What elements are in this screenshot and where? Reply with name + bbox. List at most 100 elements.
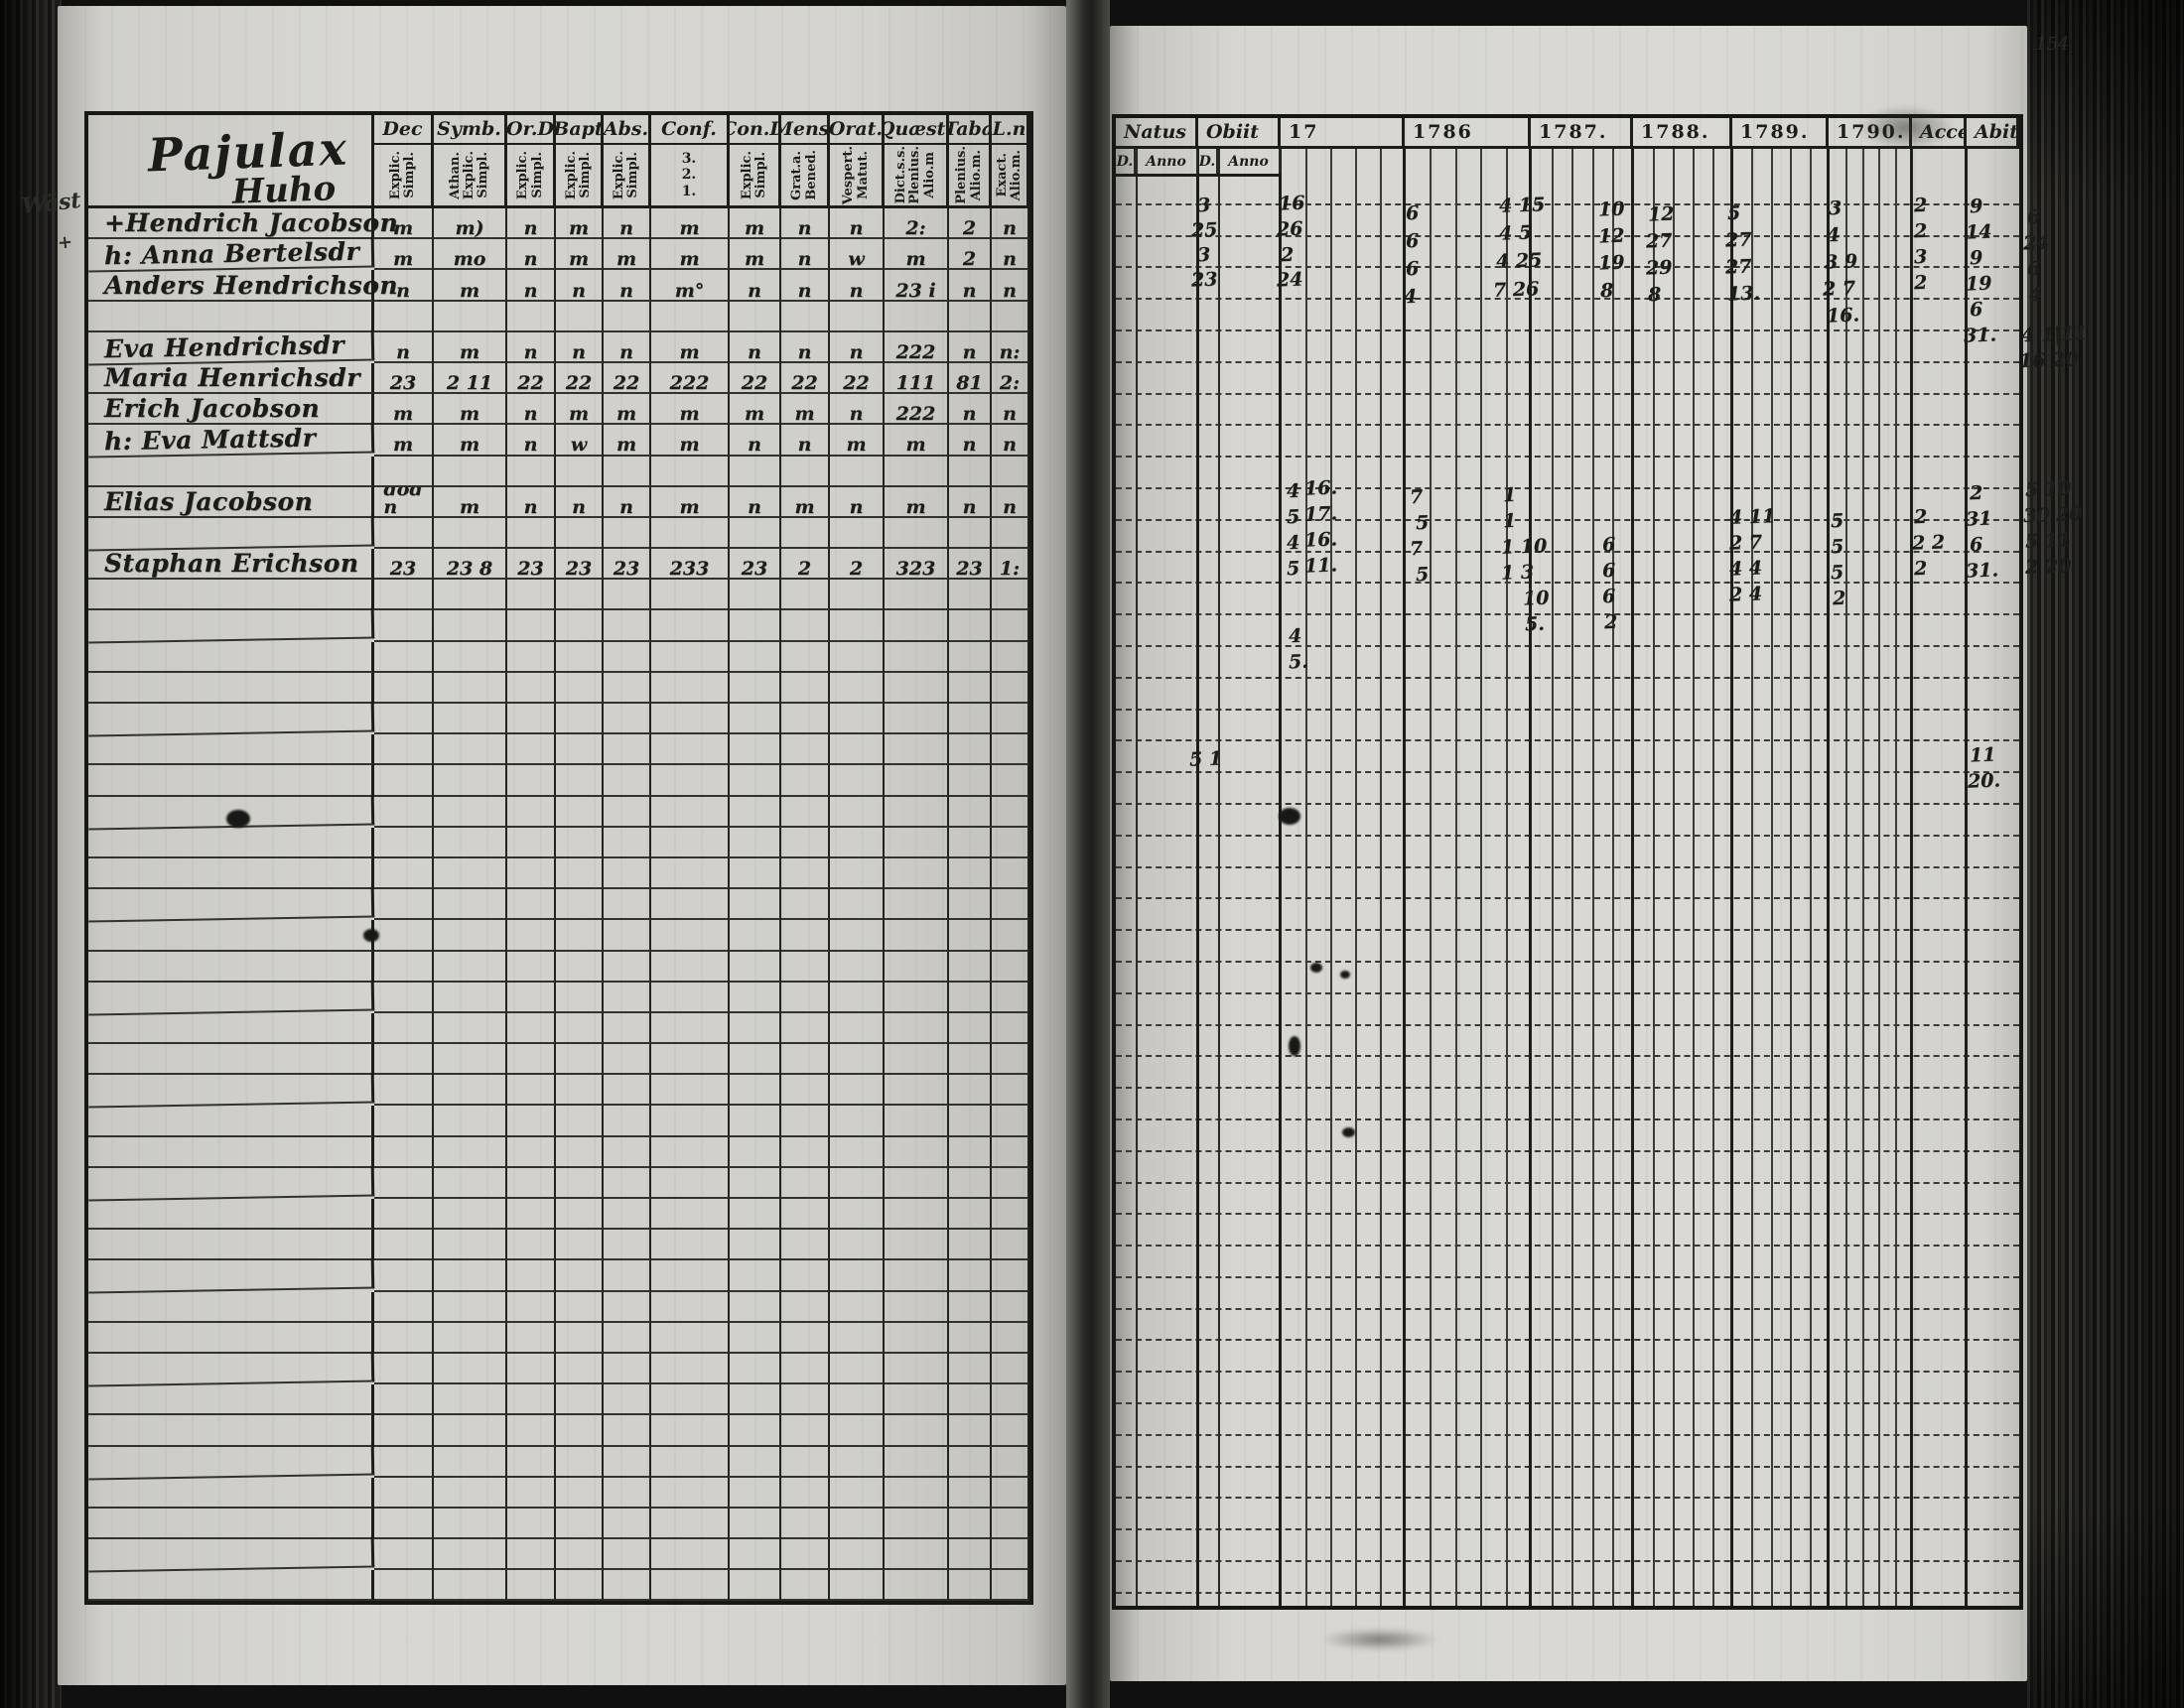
mark-cell xyxy=(992,982,1029,1013)
mark-cell: död n xyxy=(374,486,434,518)
mark-cell: m xyxy=(781,486,830,518)
mark-cell: m xyxy=(434,394,507,426)
mark-cell: 22 xyxy=(830,362,885,395)
mark-cell xyxy=(651,1353,730,1385)
name-cell: Maria Henrichsdr xyxy=(88,362,374,395)
column-header-ord: Or.D xyxy=(507,115,556,145)
mark-cell xyxy=(374,796,434,828)
mark-cell xyxy=(949,982,992,1013)
mark-cell: n xyxy=(992,208,1029,240)
mark-cell xyxy=(730,889,781,921)
mark-cell: n xyxy=(556,270,604,302)
mark-cell: 2 xyxy=(949,208,992,240)
year-column-header-obiit: Obiit xyxy=(1198,118,1281,146)
name-cell: +Hendrich Jacobson xyxy=(88,208,398,240)
mark-cell xyxy=(651,641,730,673)
mark-cell xyxy=(992,889,1029,921)
ink-blob xyxy=(1289,1036,1300,1056)
mark-cell xyxy=(374,889,434,921)
mark-cell xyxy=(434,1539,507,1571)
mark-cell xyxy=(885,1199,949,1231)
mark-cell xyxy=(830,734,885,766)
mark-cell xyxy=(992,1075,1029,1107)
mark-cell: 23 i xyxy=(885,270,949,302)
name-cell xyxy=(88,1508,374,1540)
mark-cell xyxy=(730,301,781,332)
subcolumn-line xyxy=(1355,149,1357,1606)
mark-cell xyxy=(781,1477,830,1509)
mark-cell xyxy=(949,580,992,611)
grid-row xyxy=(1116,363,2019,395)
mark-cell xyxy=(556,1199,604,1231)
mark-cell xyxy=(730,1415,781,1447)
mark-cell xyxy=(651,517,730,550)
subheader-word: Bened. xyxy=(803,150,819,200)
mark-cell xyxy=(730,1075,781,1107)
mark-cell xyxy=(781,672,830,704)
name-cell xyxy=(88,641,374,673)
mark-cell: m xyxy=(781,394,830,426)
mark-cell xyxy=(434,1415,507,1447)
mark-cell xyxy=(507,1570,556,1602)
mark-cell xyxy=(374,301,434,332)
mark-cell xyxy=(604,1570,651,1602)
mark-cell xyxy=(992,920,1029,952)
name-cell xyxy=(88,734,374,766)
mark-cell xyxy=(830,517,885,550)
day-divider-line xyxy=(1136,149,1138,1606)
mark-cell: n xyxy=(556,331,604,363)
mark-cell: 22 xyxy=(730,362,781,395)
mark-cell xyxy=(374,920,434,952)
mark-cell xyxy=(556,1230,604,1261)
mark-cell xyxy=(604,1230,651,1261)
mark-cell xyxy=(374,1322,434,1354)
subheader-cell: Anno xyxy=(1218,149,1281,174)
mark-cell xyxy=(434,1167,507,1199)
mark-cell xyxy=(651,1012,730,1045)
mark-cell: n xyxy=(830,331,885,363)
mark-cell xyxy=(651,796,730,828)
name-cell xyxy=(88,1106,374,1137)
mark-cell xyxy=(992,580,1029,611)
subcolumn-line xyxy=(1430,149,1432,1606)
mark-cell xyxy=(604,920,651,952)
mark-cell: m xyxy=(885,425,949,457)
mark-cell: m) xyxy=(434,208,507,240)
mark-cell: n xyxy=(830,486,885,518)
subcolumn-line xyxy=(1790,149,1792,1606)
mark-cell xyxy=(781,1044,830,1076)
grid-row xyxy=(1116,837,2019,868)
mark-cell xyxy=(434,580,507,611)
subheader-cell: D. xyxy=(1198,149,1218,174)
mark-cell xyxy=(949,1384,992,1416)
grid-row xyxy=(1116,1562,2019,1594)
mark-cell xyxy=(730,1260,781,1292)
mark-cell xyxy=(730,982,781,1013)
mark-cell xyxy=(781,1446,830,1478)
mark-cell: m xyxy=(556,208,604,240)
mark-cell xyxy=(830,1291,885,1323)
mark-cell xyxy=(730,641,781,673)
mark-cell xyxy=(556,1384,604,1416)
name-cell xyxy=(88,1477,374,1509)
mark-cell: m xyxy=(651,331,730,363)
mark-cell: n xyxy=(949,425,992,457)
grid-row xyxy=(1116,1404,2019,1436)
mark-cell xyxy=(604,765,651,797)
mark-cell xyxy=(830,610,885,642)
mark-cell xyxy=(830,580,885,611)
mark-cell xyxy=(507,456,556,487)
mark-cell xyxy=(556,301,604,332)
mark-cell: n xyxy=(730,270,781,302)
name-cell xyxy=(88,580,374,611)
header-ink-smudge xyxy=(1856,105,1956,150)
mark-cell xyxy=(949,827,992,858)
mark-cell xyxy=(556,1570,604,1602)
mark-cell xyxy=(604,1322,651,1354)
mark-cell xyxy=(730,1167,781,1199)
mark-cell xyxy=(434,1508,507,1540)
mark-cell: n: xyxy=(992,331,1029,363)
mark-cell xyxy=(730,1446,781,1478)
mark-cell xyxy=(730,857,781,890)
column-line xyxy=(1965,149,1968,1606)
